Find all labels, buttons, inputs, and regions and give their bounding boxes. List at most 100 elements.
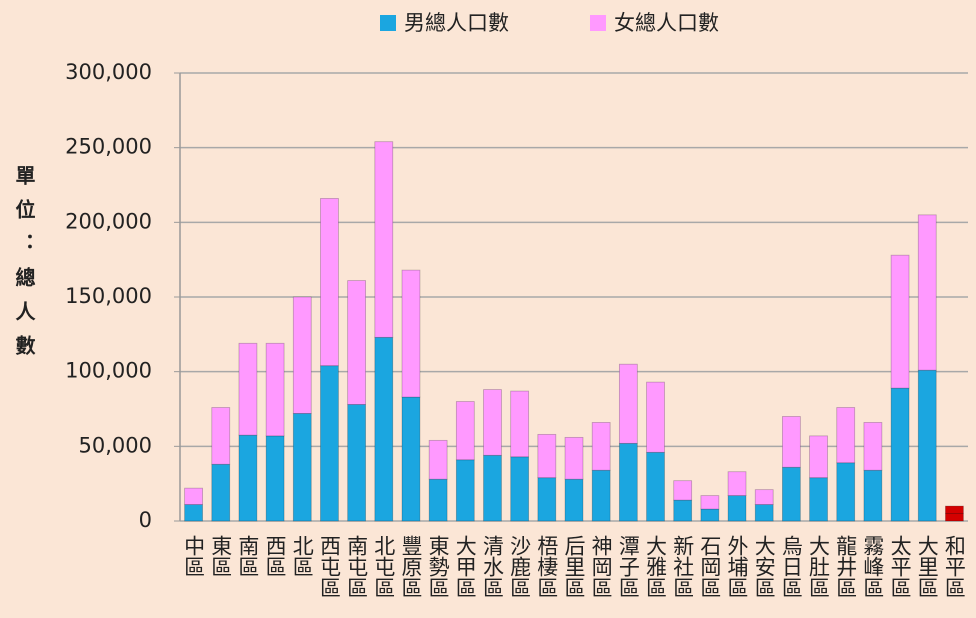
bar-segment	[537, 477, 557, 522]
y-tick-label: 100,000	[65, 359, 152, 383]
bar-segment	[727, 471, 747, 497]
x-tick-label: 南區	[236, 535, 260, 577]
bar-segment	[809, 477, 828, 522]
bar-segment	[700, 508, 720, 522]
bar-segment	[917, 214, 937, 371]
bar-segment	[347, 280, 366, 405]
legend-swatch	[590, 15, 606, 31]
bar-segment	[184, 487, 203, 505]
x-tick-label: 西屯區	[317, 535, 341, 598]
bar-segment	[564, 478, 584, 522]
bar-segment	[401, 269, 421, 398]
x-tick-label: 太平區	[888, 535, 912, 598]
x-tick-label: 石岡區	[698, 535, 722, 598]
x-tick-label: 清水區	[480, 535, 504, 598]
bar-segment	[836, 462, 856, 522]
bar-segment	[374, 336, 394, 522]
bar-segment	[591, 469, 611, 522]
x-tick-label: 大甲區	[453, 535, 477, 598]
x-tick-label: 大里區	[915, 535, 939, 598]
bar-segment	[455, 401, 475, 461]
x-tick-label: 東勢區	[426, 535, 450, 598]
x-tick-label: 烏日區	[779, 535, 803, 598]
bar-segment	[782, 466, 801, 522]
bar-segment	[483, 454, 502, 522]
x-tick-label: 南屯區	[345, 535, 369, 598]
bar-segment	[945, 513, 964, 522]
bar-segment	[836, 407, 856, 464]
bar-segment	[428, 439, 448, 480]
y-tick-label: 150,000	[65, 284, 152, 308]
bar-segment	[700, 495, 720, 510]
x-tick-label: 沙鹿區	[508, 535, 532, 598]
legend-swatch	[380, 15, 396, 31]
y-tick-label: 250,000	[65, 135, 152, 159]
bar-segment	[320, 198, 339, 367]
bar-segment	[292, 413, 312, 522]
x-tick-label: 龍井區	[834, 535, 858, 598]
x-tick-label: 霧峰區	[861, 535, 885, 598]
bar-segment	[646, 451, 665, 522]
x-tick-label: 潭子區	[616, 535, 640, 598]
bar-segment	[320, 365, 339, 522]
x-tick-label: 中區	[182, 535, 206, 577]
bar-segment	[455, 459, 475, 522]
bar-segment	[646, 381, 665, 453]
bar-segment	[347, 404, 366, 522]
bar-segment	[673, 480, 693, 501]
bar-segment	[184, 504, 203, 522]
bar-segment	[265, 342, 285, 437]
bar-segment	[618, 363, 638, 444]
x-tick-label: 大肚區	[807, 535, 831, 598]
bar-segment	[537, 433, 557, 479]
y-tick-label: 200,000	[65, 209, 152, 233]
y-tick-label: 50,000	[79, 433, 152, 457]
bar-segment	[754, 504, 774, 522]
x-tick-label: 大雅區	[644, 535, 668, 598]
bar-segment	[809, 435, 828, 479]
bar-segment	[890, 254, 910, 389]
bar-segment	[401, 396, 421, 522]
x-tick-label: 西區	[263, 535, 287, 577]
x-tick-label: 新社區	[671, 535, 695, 598]
x-tick-label: 大安區	[752, 535, 776, 598]
bar-segment	[618, 442, 638, 522]
bar-segment	[265, 435, 285, 522]
bar-segment	[211, 407, 231, 465]
bar-segment	[945, 505, 964, 514]
x-tick-label: 北屯區	[372, 535, 396, 598]
bar-segment	[510, 390, 530, 458]
bar-segment	[238, 434, 258, 522]
bar-segment	[727, 495, 747, 522]
bar-segment	[211, 463, 231, 522]
bar-segment	[510, 456, 530, 522]
legend-label: 女總人口數	[614, 11, 719, 35]
bar-segment	[292, 296, 312, 414]
x-tick-label: 東區	[209, 535, 233, 577]
x-tick-label: 外埔區	[725, 535, 749, 598]
x-tick-label: 梧棲區	[535, 535, 559, 598]
bar-segment	[863, 422, 883, 471]
bar-segment	[673, 499, 693, 522]
bar-segment	[374, 141, 394, 338]
bar-segment	[564, 436, 584, 480]
x-tick-label: 神岡區	[589, 535, 613, 598]
bar-segment	[428, 478, 448, 522]
bar-segment	[591, 422, 611, 471]
x-tick-label: 北區	[290, 535, 314, 577]
bar-segment	[754, 489, 774, 505]
bar-segment	[238, 342, 258, 436]
y-tick-label: 0	[139, 508, 152, 532]
x-tick-label: 后里區	[562, 535, 586, 598]
bar-segment	[782, 416, 801, 468]
y-tick-label: 300,000	[65, 60, 152, 84]
legend-label: 男總人口數	[404, 11, 509, 35]
bar-segment	[890, 387, 910, 522]
x-tick-label: 和平區	[942, 535, 966, 598]
y-axis-title: 單位：總人數	[12, 165, 36, 369]
bar-segment	[483, 389, 502, 456]
x-tick-label: 豐原區	[399, 535, 423, 598]
bar-segment	[917, 369, 937, 522]
bar-segment	[863, 469, 883, 522]
